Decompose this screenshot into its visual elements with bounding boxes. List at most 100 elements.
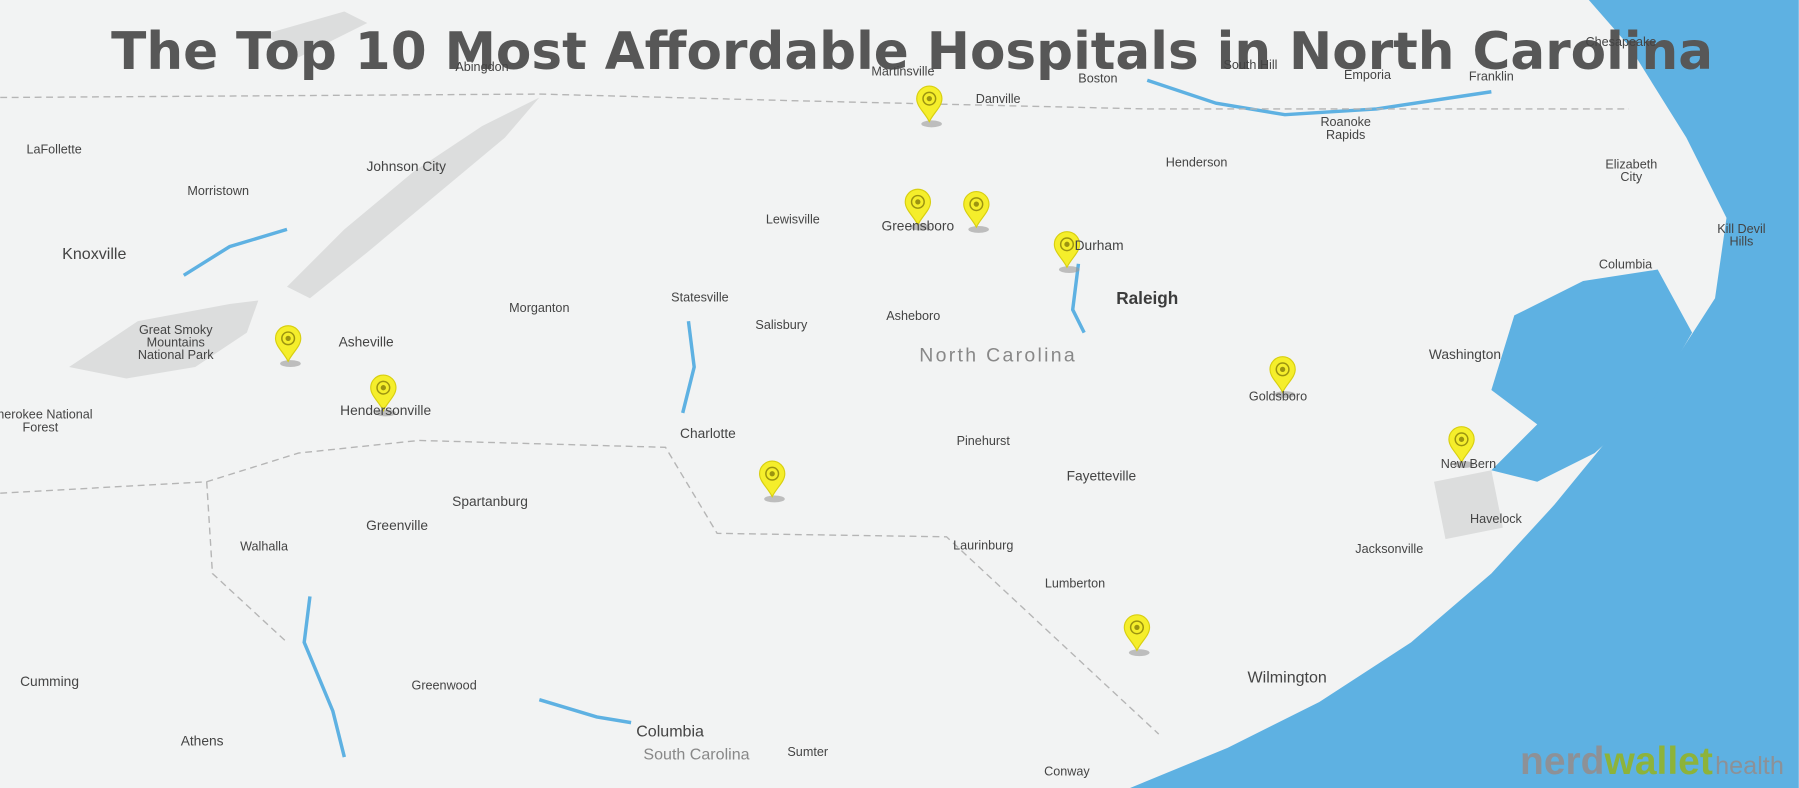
logo-suffix: health	[1715, 752, 1784, 780]
hospital-pin	[916, 85, 943, 128]
place-label-line: Spartanburg	[452, 494, 528, 509]
pin-ring	[1454, 432, 1469, 447]
place-label: Fayetteville	[1067, 469, 1137, 484]
place-label-line: City	[1620, 170, 1642, 184]
place-label: Lumberton	[1045, 576, 1105, 590]
pin-dot	[1279, 366, 1286, 372]
sound	[1491, 269, 1693, 482]
pin-shadow	[909, 223, 931, 231]
place-label: Greenville	[366, 518, 428, 533]
place-label-line: Elizabeth	[1605, 158, 1657, 172]
place-label-line: Chesapeake	[1586, 35, 1657, 49]
place-label: Boston	[1078, 72, 1117, 86]
pin-shadow	[764, 495, 785, 503]
place-label-line: Mountains	[147, 335, 205, 349]
place-label-line: New Bern	[1441, 457, 1496, 471]
hospital-pin	[904, 188, 932, 231]
pin-ring	[1059, 237, 1075, 252]
place-label: Greensboro	[882, 219, 955, 234]
place-label: LaFollette	[26, 143, 81, 157]
place-label: Roanoke Rapids	[1320, 115, 1370, 142]
logo: nerdwallet health	[1520, 740, 1784, 783]
place-label: Havelock	[1470, 512, 1523, 526]
place-label-line: Kill Devil	[1717, 222, 1765, 236]
place-label-line: Conway	[1044, 764, 1090, 778]
place-label-line: South Carolina	[643, 745, 749, 763]
pin-shadow	[968, 225, 989, 233]
place-label-line: Sumter	[787, 745, 828, 759]
pin-body	[1448, 426, 1475, 464]
pin-dot	[926, 96, 932, 102]
hospital-pin	[370, 374, 397, 417]
hospital-pin	[274, 325, 302, 368]
pin-shadow	[1058, 266, 1080, 273]
place-label-line: Durham	[1075, 238, 1124, 253]
terrain	[69, 11, 1652, 540]
place-label: Athens	[181, 734, 224, 749]
place-label-line: Washington	[1429, 347, 1501, 362]
pin-shadow	[1128, 649, 1150, 657]
place-label: Washington	[1429, 347, 1501, 362]
pin-body	[916, 85, 943, 123]
place-label-line: Lumberton	[1045, 576, 1105, 590]
logo-brand-a: nerd	[1520, 740, 1604, 783]
rivers	[182, 78, 1492, 758]
pin-dot	[1134, 624, 1140, 631]
place-label: Statesville	[671, 291, 728, 305]
ocean	[1130, 0, 1799, 788]
place-label: Goldsboro	[1249, 389, 1307, 403]
place-label-line: Roanoke	[1320, 115, 1370, 129]
pin-shadow	[280, 360, 301, 368]
place-label: Johnson City	[367, 159, 447, 174]
place-label-line: Morristown	[187, 184, 249, 198]
place-label-line: Martinsville	[871, 65, 934, 79]
place-label: Abingdon	[455, 60, 508, 74]
hospital-pin	[1448, 426, 1475, 468]
pin-ring	[969, 197, 984, 212]
place-label: Spartanburg	[452, 494, 528, 509]
place-label-line: Abingdon	[455, 60, 508, 74]
place-label: Knoxville	[62, 245, 126, 263]
place-label: Franklin	[1469, 69, 1514, 83]
place-label-line: Greenwood	[412, 678, 477, 692]
place-label: South Hill	[1224, 58, 1278, 72]
place-label-line: LaFollette	[26, 143, 81, 157]
place-label-line: Rapids	[1326, 128, 1365, 142]
pin-body	[904, 188, 932, 227]
place-label: Columbia	[636, 722, 704, 740]
place-label: Lewisville	[766, 213, 820, 227]
place-label-line: Salisbury	[755, 318, 808, 332]
place-label: Asheboro	[886, 309, 940, 323]
place-label-line: Johnson City	[367, 159, 447, 174]
hospital-pin	[1269, 356, 1296, 399]
pin-dot	[1458, 436, 1465, 442]
place-label: New Bern	[1441, 457, 1496, 471]
place-label: Martinsville	[871, 65, 934, 79]
place-label: Greenwood	[412, 678, 477, 692]
place-label-line: Emporia	[1344, 68, 1392, 82]
pin-body	[1123, 614, 1151, 652]
place-label-line: Boston	[1078, 72, 1117, 86]
pin-ring	[922, 91, 937, 106]
place-label: Hendersonville	[340, 403, 431, 418]
pin-shadow	[375, 409, 396, 417]
pin-ring	[910, 194, 925, 209]
pin-dot	[973, 201, 979, 207]
place-label: Walhalla	[240, 540, 289, 554]
hospital-markers	[274, 85, 1475, 657]
place-label-line: Wilmington	[1248, 668, 1327, 686]
place-label: Salisbury	[755, 318, 808, 332]
place-label: Henderson	[1166, 155, 1228, 169]
pin-ring	[1129, 620, 1144, 635]
pin-body	[1053, 231, 1081, 269]
place-label-line: Columbia	[1599, 257, 1653, 271]
place-label-line: Forest	[23, 420, 59, 434]
place-label: Laurinburg	[953, 538, 1013, 552]
place-label-line: Raleigh	[1116, 288, 1178, 308]
place-label: Kill Devil Hills	[1717, 222, 1765, 249]
place-label: Raleigh	[1116, 288, 1178, 308]
place-label-line: Danville	[976, 92, 1021, 106]
